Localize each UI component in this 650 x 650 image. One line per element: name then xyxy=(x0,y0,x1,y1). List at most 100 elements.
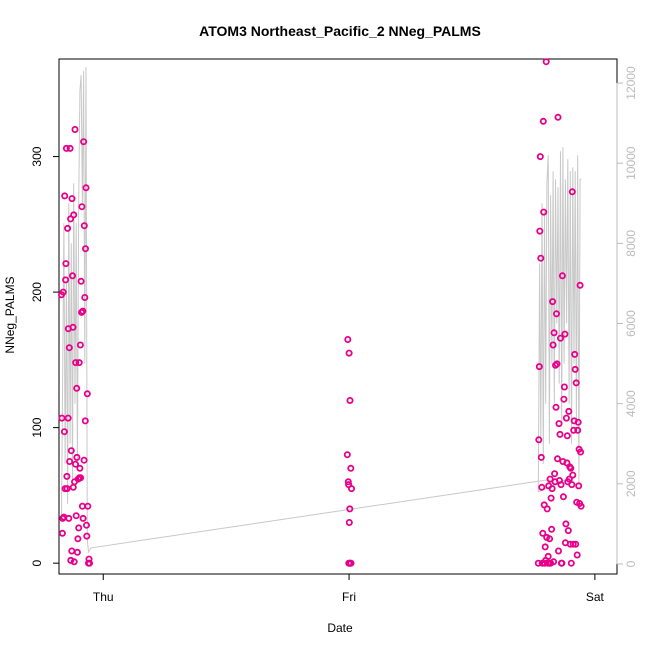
data-point xyxy=(70,211,78,219)
x-axis-label: Date xyxy=(327,621,353,635)
data-point xyxy=(69,272,77,280)
data-point xyxy=(58,414,66,422)
data-point xyxy=(66,144,74,152)
data-point xyxy=(70,558,78,566)
data-point xyxy=(537,453,545,461)
data-point xyxy=(344,335,352,343)
y-tick-label: 200 xyxy=(30,282,44,302)
data-point xyxy=(85,555,93,563)
data-point xyxy=(78,203,86,211)
data-point xyxy=(75,359,83,367)
data-point xyxy=(568,481,576,489)
data-point xyxy=(573,551,581,559)
y-axis-right: 0 2000 4000 6000 8000 10000 12000 xyxy=(616,66,638,567)
y-tick-label: 0 xyxy=(30,560,44,567)
chart-title: ATOM3 Northeast_Pacific_2 NNeg_PALMS xyxy=(199,23,481,39)
data-point xyxy=(77,474,85,482)
data-point xyxy=(558,272,566,280)
data-point xyxy=(549,341,557,349)
data-point xyxy=(553,360,561,368)
data-point xyxy=(345,481,353,489)
data-point xyxy=(73,453,81,461)
data-point xyxy=(572,379,580,387)
x-tick-label: Fri xyxy=(342,590,356,604)
data-point xyxy=(557,334,565,342)
data-point xyxy=(558,559,566,567)
data-point xyxy=(72,460,80,468)
data-point xyxy=(536,153,544,161)
data-point xyxy=(556,430,564,438)
data-point xyxy=(67,447,75,455)
data-point xyxy=(68,195,76,203)
data-point xyxy=(543,505,551,513)
y2-tick-label: 0 xyxy=(624,560,638,567)
data-point xyxy=(345,519,353,527)
data-point xyxy=(540,208,548,216)
data-point xyxy=(80,222,88,230)
data-point xyxy=(572,540,580,548)
data-point xyxy=(551,470,559,478)
data-point xyxy=(542,58,550,66)
data-point xyxy=(569,471,577,479)
data-point xyxy=(83,532,91,540)
data-point xyxy=(538,483,546,491)
data-point xyxy=(62,144,70,152)
data-point xyxy=(574,426,582,434)
data-point xyxy=(80,138,88,146)
data-point xyxy=(555,420,563,428)
data-point xyxy=(69,323,77,331)
data-point xyxy=(81,293,89,301)
data-point xyxy=(549,298,557,306)
data-point xyxy=(565,407,573,415)
data-point xyxy=(344,478,352,486)
data-point xyxy=(64,414,72,422)
line-layer xyxy=(61,66,582,554)
data-point xyxy=(560,395,568,403)
data-point xyxy=(86,559,94,567)
data-point xyxy=(81,417,89,425)
data-point xyxy=(73,384,81,392)
data-point xyxy=(65,344,73,352)
data-point xyxy=(62,260,70,268)
data-point xyxy=(60,428,68,436)
data-point xyxy=(535,436,543,444)
data-point xyxy=(535,363,543,371)
data-point xyxy=(72,512,80,520)
data-point xyxy=(78,502,86,510)
data-point xyxy=(561,330,569,338)
x-axis: Thu Fri Sat xyxy=(93,573,605,604)
point-layer xyxy=(58,58,585,567)
data-point xyxy=(557,481,565,489)
data-point xyxy=(539,117,547,125)
data-point xyxy=(69,483,77,491)
data-point xyxy=(562,414,570,422)
data-point xyxy=(546,475,554,483)
data-point xyxy=(577,448,585,456)
data-point xyxy=(544,552,552,560)
y2-tick-label: 12000 xyxy=(624,66,638,100)
data-point xyxy=(65,514,73,522)
data-point xyxy=(83,390,91,398)
data-point xyxy=(553,310,561,318)
data-point xyxy=(568,188,576,196)
data-point xyxy=(575,482,583,490)
data-point xyxy=(550,329,558,337)
data-point xyxy=(67,556,75,564)
data-point xyxy=(71,126,79,134)
data-point xyxy=(66,457,74,465)
data-point xyxy=(343,451,351,459)
data-point xyxy=(536,227,544,235)
data-point xyxy=(550,558,558,566)
data-point xyxy=(534,559,542,567)
data-point xyxy=(345,349,353,357)
data-point xyxy=(346,505,354,513)
data-point xyxy=(554,455,562,463)
y2-tick-label: 4000 xyxy=(624,390,638,417)
data-point xyxy=(574,418,582,426)
data-point xyxy=(346,396,354,404)
data-point xyxy=(570,426,578,434)
y2-tick-label: 6000 xyxy=(624,310,638,337)
data-point xyxy=(567,464,575,472)
data-point xyxy=(541,543,549,551)
